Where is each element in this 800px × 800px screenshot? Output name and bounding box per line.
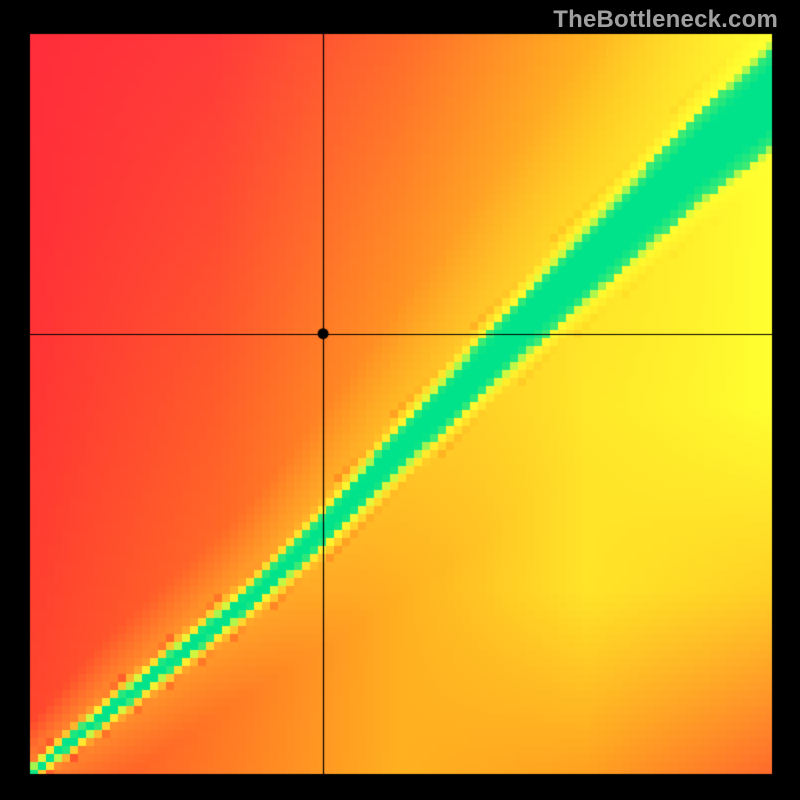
- chart-container: TheBottleneck.com: [0, 0, 800, 800]
- watermark-text: TheBottleneck.com: [553, 6, 778, 34]
- bottleneck-heatmap: [0, 0, 800, 800]
